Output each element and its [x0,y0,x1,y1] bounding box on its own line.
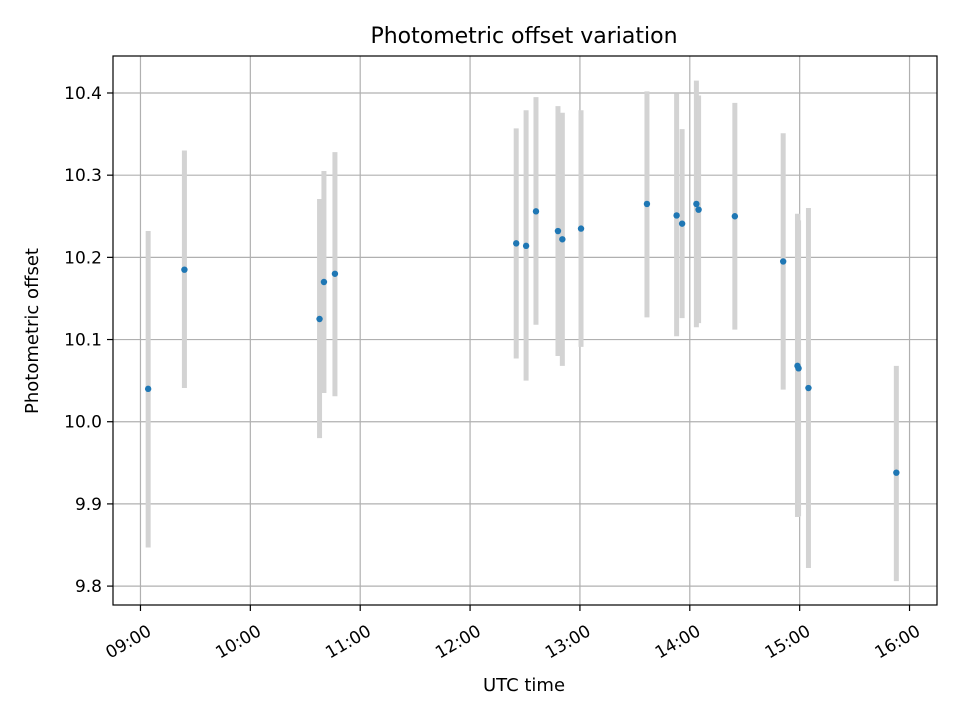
plot-frame [112,55,938,606]
data-point [893,469,900,476]
y-tick-label: 10.1 [64,331,102,351]
y-tick-label: 9.9 [75,495,102,515]
y-tick-label: 10.2 [64,248,102,268]
y-axis-label: Photometric offset [22,248,43,414]
y-tick-label: 10.0 [64,413,102,433]
data-point [316,315,323,323]
y-axis: 9.8 9.9 10.0 10.1 10.2 10.3 10.4 [64,84,113,597]
data-point [532,208,540,215]
data-point [513,240,520,247]
data-point [320,278,328,286]
data-point [731,213,739,220]
data-point [805,384,812,392]
y-tick-label: 9.8 [75,577,102,597]
data-point [643,200,651,208]
data-point [695,206,702,213]
data-point [331,270,339,277]
data-point [181,266,188,273]
data-point [693,200,700,208]
y-tick-label: 10.3 [64,166,102,186]
data-point [522,242,530,250]
y-tick-label: 10.4 [64,84,102,104]
data-point [779,258,787,265]
x-axis-label: UTC time [483,675,565,696]
data-point [559,236,566,243]
data-point [144,385,152,393]
data-point [577,225,585,232]
chart-title: Photometric offset variation [370,24,677,49]
data-point [673,212,680,219]
data-point [554,227,562,235]
data-point [678,220,686,227]
data-point [795,365,802,372]
data-points [144,200,900,476]
